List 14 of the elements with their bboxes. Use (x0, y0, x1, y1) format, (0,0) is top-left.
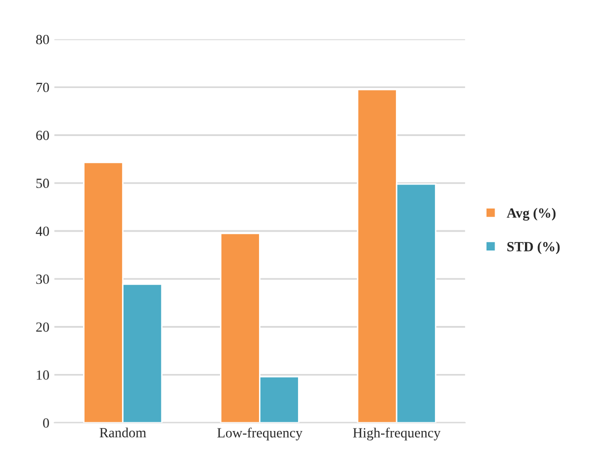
y-tick-label: 40 (36, 226, 49, 236)
y-tick-label: 20 (36, 322, 49, 332)
y-tick-label: 70 (36, 82, 49, 92)
y-tick-label: 30 (36, 274, 49, 284)
x-tick-label: Random (100, 428, 146, 438)
legend-label: STD (%) (507, 242, 560, 254)
y-tick-label: 50 (36, 178, 49, 188)
x-tick-label: High-frequency (353, 428, 441, 440)
legend-label: Avg (%) (506, 208, 556, 221)
x-tick-label: Low-frequency (217, 428, 302, 440)
y-tick-label: 10 (36, 370, 49, 380)
y-tick-label: 80 (36, 34, 49, 44)
y-tick-label: 60 (36, 130, 49, 140)
y-tick-label: 0 (43, 418, 49, 428)
